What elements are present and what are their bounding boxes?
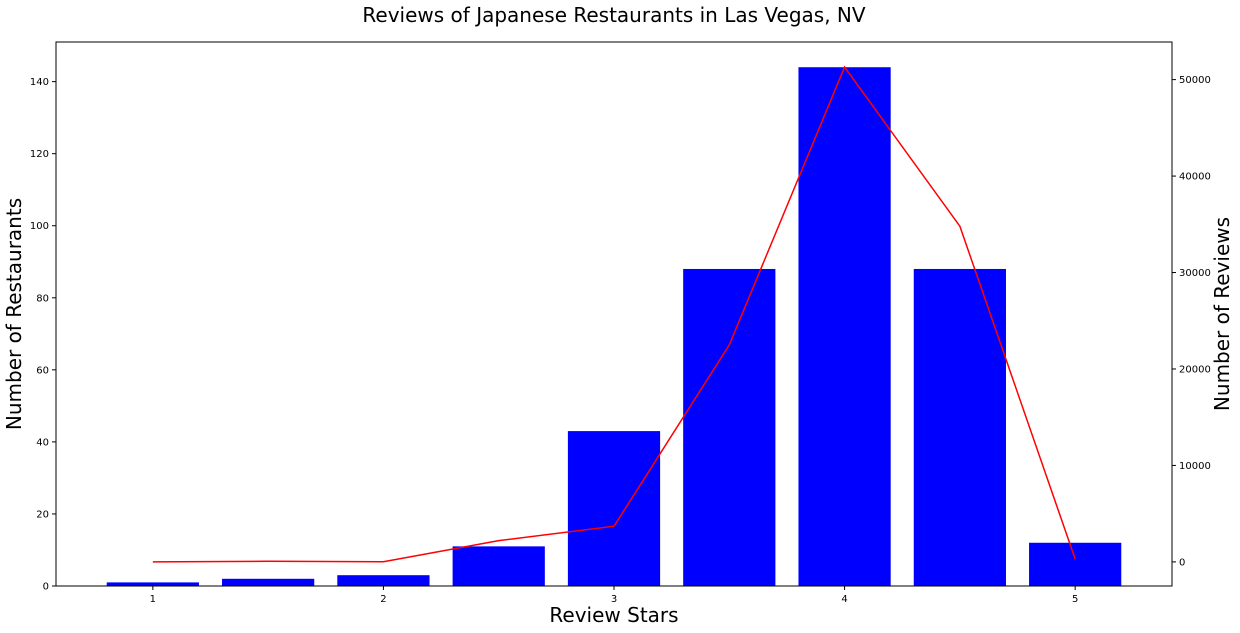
y-tick-label: 0 <box>43 582 49 593</box>
x-axis: 1 2 3 4 5 <box>150 586 1078 605</box>
bar-3.5 <box>683 268 776 586</box>
y2-tick-label: 40000 <box>1179 172 1211 183</box>
y2-tick-label: 10000 <box>1179 461 1211 472</box>
bar-1 <box>106 582 199 586</box>
left-y-axis-label: Number of Restaurants <box>2 198 26 430</box>
bar-4 <box>798 67 891 586</box>
y-tick-label: 60 <box>36 365 49 376</box>
x-tick-label: 5 <box>1072 594 1078 605</box>
chart-title: Reviews of Japanese Restaurants in Las V… <box>362 3 865 27</box>
bar-2 <box>337 575 430 586</box>
x-axis-label: Review Stars <box>549 603 678 627</box>
y-tick-label: 80 <box>36 293 49 304</box>
x-tick-label: 2 <box>380 594 386 605</box>
y-tick-label: 20 <box>36 509 49 520</box>
y-tick-label: 100 <box>30 221 49 232</box>
right-y-axis-label: Number of Reviews <box>1210 217 1234 411</box>
x-tick-label: 1 <box>150 594 156 605</box>
x-tick-label: 3 <box>611 594 617 605</box>
reviews-line <box>152 65 1076 563</box>
y2-tick-label: 20000 <box>1179 364 1211 375</box>
y2-tick-label: 0 <box>1179 557 1185 568</box>
x-tick-label: 4 <box>841 594 847 605</box>
bar-4.5 <box>913 268 1006 586</box>
left-y-axis: 0 20 40 60 80 100 120 140 <box>30 77 56 593</box>
bar-2.5 <box>452 546 545 586</box>
line-series <box>152 65 1076 563</box>
bar-3 <box>567 431 661 586</box>
y-tick-label: 40 <box>36 437 49 448</box>
y2-tick-label: 50000 <box>1179 75 1211 86</box>
right-y-axis: 0 10000 20000 30000 40000 50000 <box>1172 75 1211 568</box>
y2-tick-label: 30000 <box>1179 268 1211 279</box>
y-tick-label: 140 <box>30 77 49 88</box>
y-tick-label: 120 <box>30 149 49 160</box>
bar-5 <box>1029 542 1122 586</box>
bar-series <box>106 67 1122 586</box>
bar-1.5 <box>222 578 315 586</box>
